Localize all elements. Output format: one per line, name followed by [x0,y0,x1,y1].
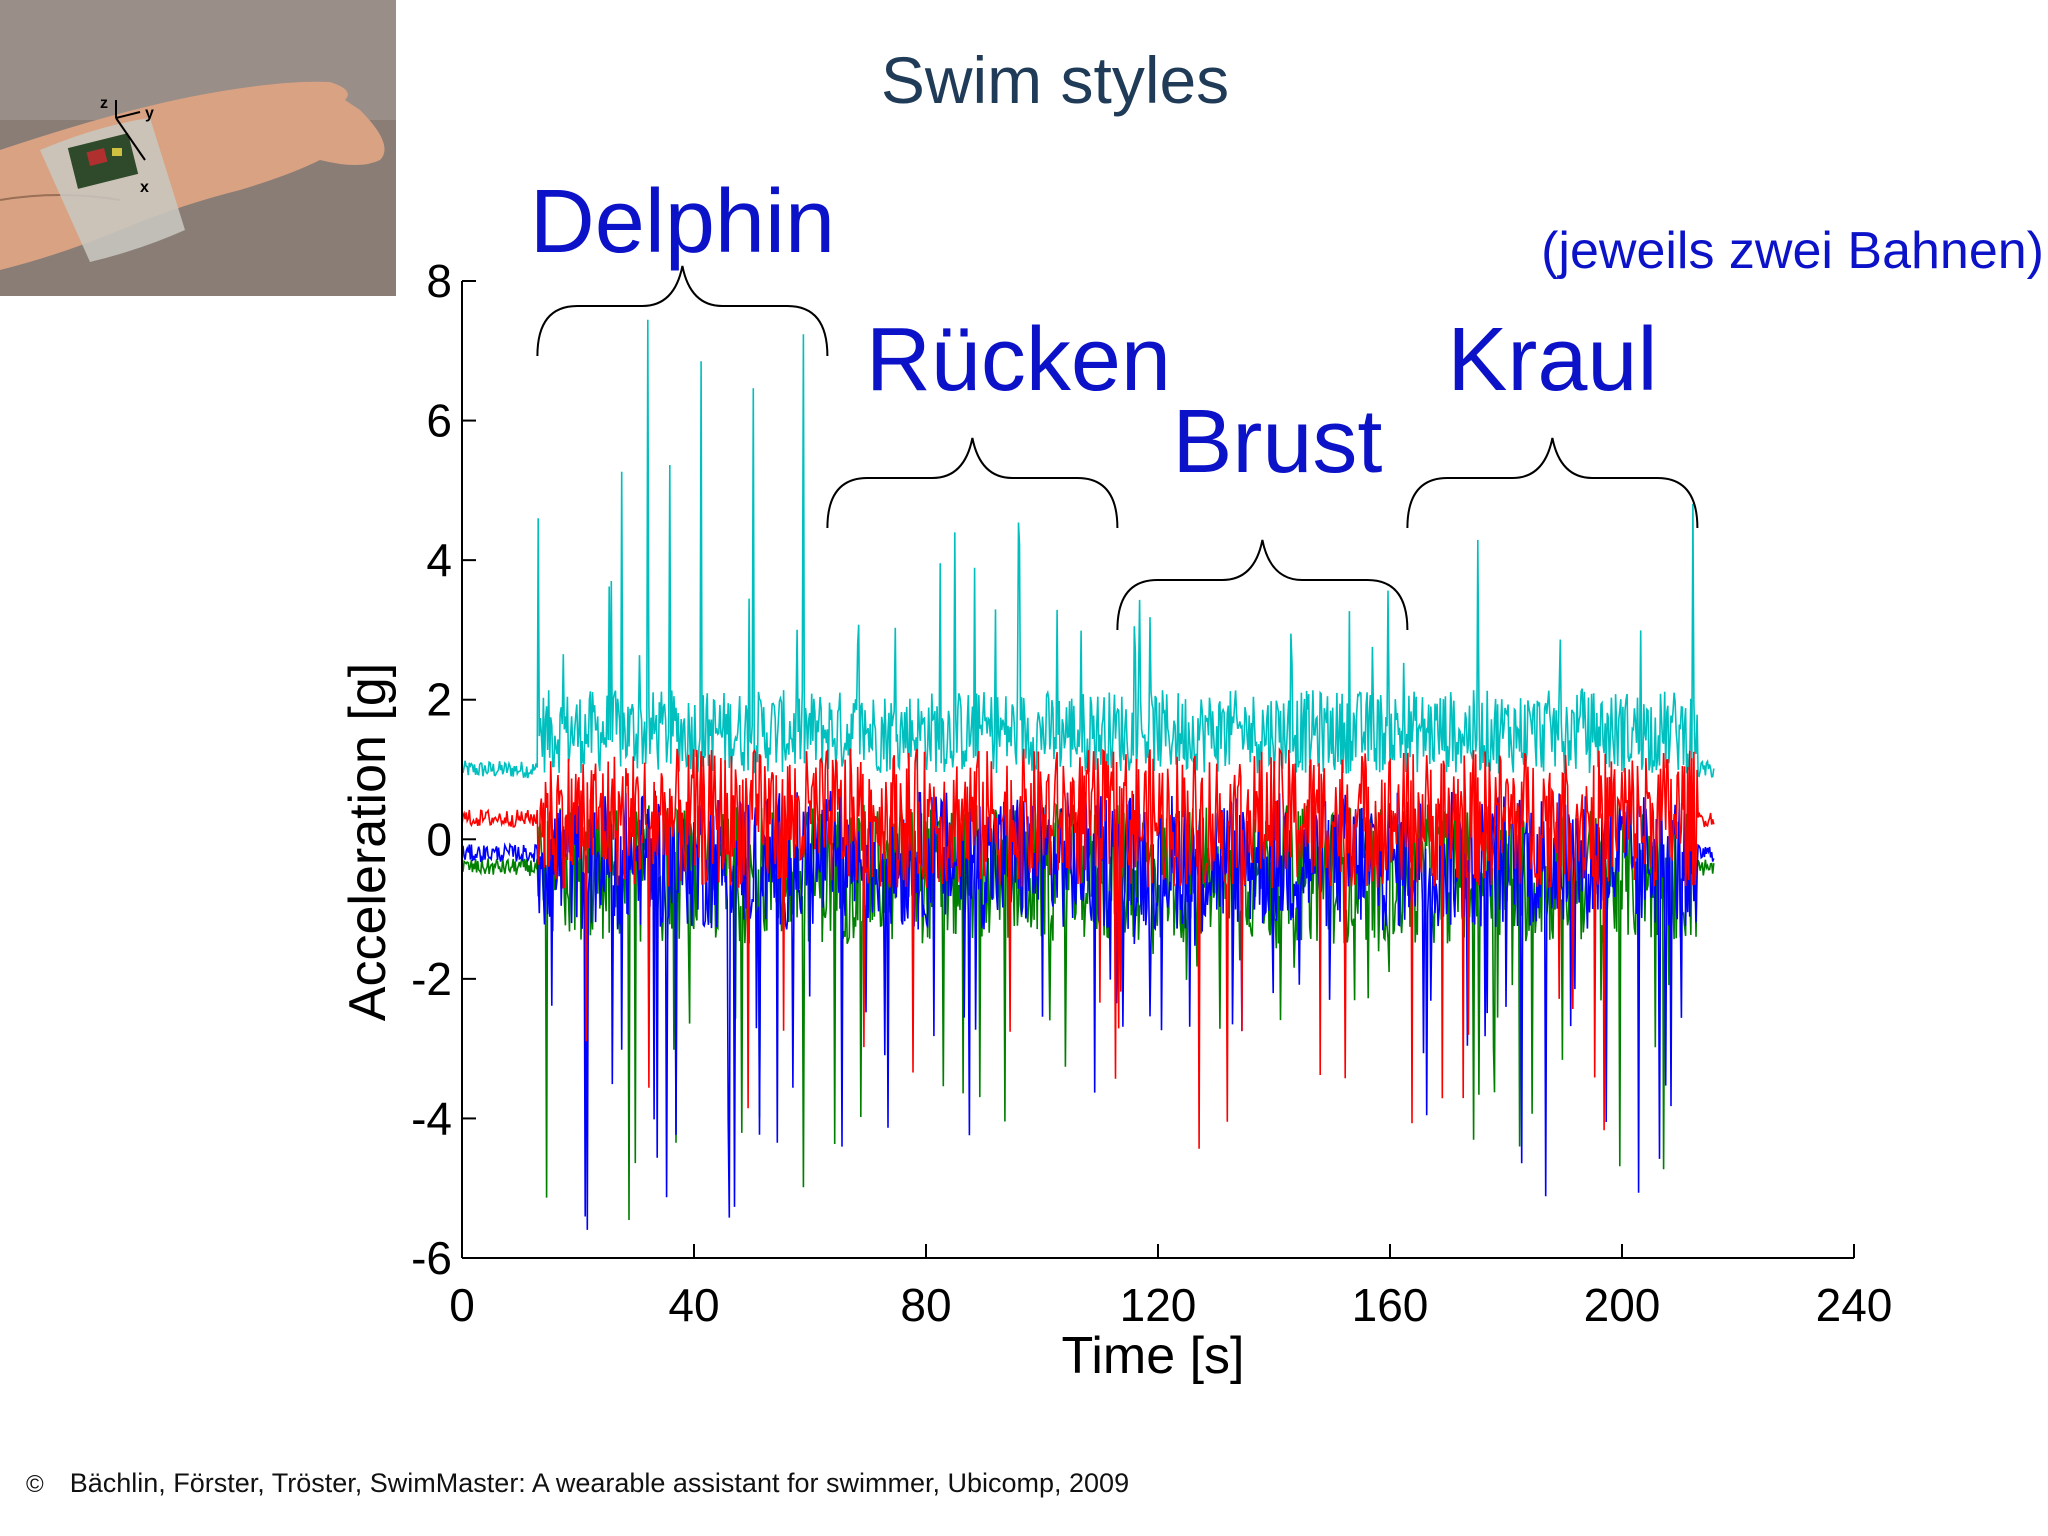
series-line-y-axis [461,746,1715,1149]
x-tick-label: 80 [900,1279,951,1331]
y-tick-label: -6 [411,1232,452,1284]
y-tick-label: 8 [426,255,452,307]
chart-axes: 0 40 80 120 160 200 240 -6 -4 -2 0 2 4 6 8 [411,255,1892,1331]
segment-brace [536,265,829,357]
x-tick-label: 120 [1120,1279,1197,1331]
segment-brace [826,437,1119,529]
segment-brace [1116,539,1409,631]
segment-label: Brust [1172,392,1382,492]
y-tick-label: 2 [426,674,452,726]
x-tick-label: 0 [449,1279,475,1331]
y-axis-label: Acceleration [g] [339,663,397,1021]
wrist-sensor-photo: z y x [0,0,396,296]
copyright-symbol: © [26,1471,44,1498]
series-line-x-axis [461,790,1715,1230]
segment-label: Rücken [866,310,1171,410]
axis-label-x: x [140,179,149,196]
segment-label: Delphin [530,172,835,272]
slide-title: Swim styles [880,43,1230,117]
x-tick-label: 160 [1352,1279,1429,1331]
x-axis-label: Time [s] [1062,1327,1245,1385]
y-tick-label: 0 [426,813,452,865]
segment-label: Kraul [1447,310,1657,410]
axis-label-y: y [145,105,154,122]
y-tick-label: -2 [411,953,452,1005]
y-tick-label: 6 [426,395,452,447]
signal-traces [461,319,1715,1230]
x-tick-label: 240 [1816,1279,1893,1331]
citation-text: Bächlin, Förster, Tröster, SwimMaster: A… [69,1468,1130,1498]
segment-brace [1406,437,1699,529]
x-tick-label: 40 [668,1279,719,1331]
y-tick-label: -4 [411,1092,452,1144]
x-tick-label: 200 [1584,1279,1661,1331]
lanes-annotation: (jeweils zwei Bahnen) [1541,222,2044,280]
y-tick-label: 4 [426,534,452,586]
citation: © Bächlin, Förster, Tröster, SwimMaster: … [26,1468,1129,1499]
axis-label-z: z [100,95,108,112]
